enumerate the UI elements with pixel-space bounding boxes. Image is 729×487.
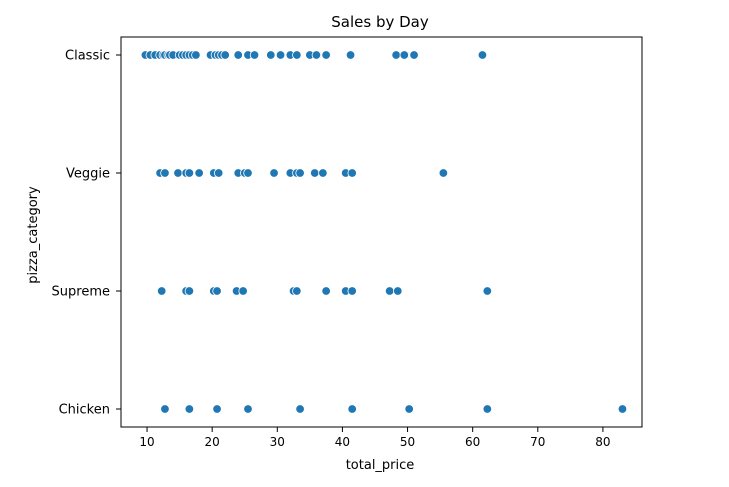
x-tick-label: 10 [139,435,154,449]
plot-area [120,36,643,428]
data-point-veggie [269,168,279,178]
y-tick-label: Supreme [52,285,110,300]
data-point-classic [391,50,401,60]
data-point-chicken [184,404,195,414]
data-point-supreme [321,286,331,296]
x-tick-label: 30 [270,435,285,449]
data-point-veggie [173,168,183,178]
data-point-classic [275,50,286,60]
plot-frame [120,36,643,428]
data-point-classic [233,50,243,60]
data-point-chicken [295,404,305,414]
data-point-classic [249,50,260,60]
y-tick-label: Classic [65,49,110,64]
data-point-veggie [347,168,357,178]
x-tick-label: 70 [530,435,545,449]
data-point-supreme [384,286,395,296]
data-point-chicken [404,404,414,414]
data-point-supreme [292,286,302,296]
data-point-supreme [184,286,195,296]
x-tick-label: 20 [205,435,220,449]
data-point-veggie [295,168,305,178]
data-point-veggie [194,168,204,178]
data-point-supreme [393,286,403,296]
data-point-veggie [438,168,449,178]
data-point-classic [266,50,276,60]
data-point-chicken [160,404,170,414]
y-axis-label: pizza_category [26,186,41,284]
data-point-classic [292,50,302,60]
data-point-chicken [347,404,357,414]
data-point-chicken [482,404,493,414]
data-point-classic [409,50,419,60]
data-point-chicken [617,404,628,414]
x-tick-label: 80 [595,435,610,449]
data-point-chicken [243,404,253,414]
chart-title: Sales by Day [331,13,429,31]
data-point-veggie [184,168,195,178]
data-point-veggie [243,168,253,178]
data-point-supreme [238,286,248,296]
data-point-supreme [157,286,167,296]
x-tick-label: 40 [335,435,350,449]
data-point-veggie [213,168,224,178]
data-point-supreme [482,286,493,296]
data-point-supreme [212,286,222,296]
data-point-classic [345,50,356,60]
data-point-classic [220,50,230,60]
data-point-veggie [160,168,170,178]
y-tick-label: Chicken [59,403,110,418]
data-point-veggie [318,168,328,178]
data-point-classic [399,50,409,60]
y-axis-ticks: Classic Veggie Supreme Chicken [52,49,121,418]
x-axis-label: total_price [346,458,415,473]
data-point-classic [311,50,322,60]
data-point-classic [477,50,488,60]
data-point-classic [191,50,201,60]
data-point-supreme [347,286,357,296]
data-point-classic [321,50,331,60]
x-tick-label: 60 [465,435,480,449]
y-tick-label: Veggie [66,167,110,182]
data-point-chicken [212,404,222,414]
x-axis-ticks: 10 20 30 40 50 60 70 80 [139,427,611,449]
data-point-veggie [310,168,320,178]
x-tick-label: 50 [400,435,415,449]
